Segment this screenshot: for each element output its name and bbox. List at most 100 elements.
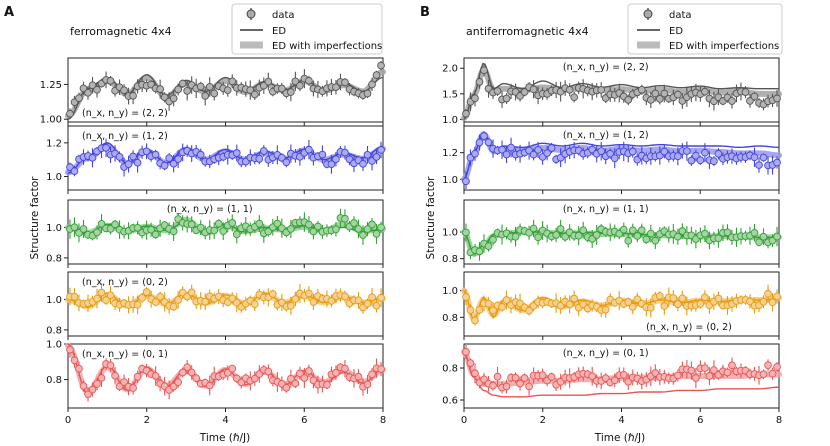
data-point	[628, 226, 637, 235]
data-point	[678, 227, 687, 235]
data-point	[341, 148, 349, 157]
data-point	[210, 89, 219, 98]
x-tick-label: 6	[301, 415, 307, 426]
data-point	[642, 235, 651, 244]
data-point	[574, 231, 583, 240]
data-point	[701, 229, 709, 238]
data-point	[129, 152, 137, 161]
data-point	[133, 158, 142, 167]
chart-a-panel-1: 1.0 1.2 (n_x, n_y) = (1, 2)	[46, 125, 386, 194]
y-tick-label: 0.8	[46, 325, 62, 336]
y-tick-label: 1.25	[40, 80, 62, 91]
data-point	[106, 361, 115, 370]
data-point	[597, 86, 606, 94]
data-point	[183, 363, 192, 372]
data-point	[755, 238, 763, 246]
data-point	[93, 380, 101, 388]
data-point	[93, 294, 101, 303]
data-point	[723, 368, 732, 377]
data-point	[88, 81, 97, 90]
data-point	[462, 177, 470, 186]
data-point	[111, 371, 119, 380]
legend-b-edimp-label: ED with imperfections	[669, 41, 779, 52]
data-point	[111, 220, 119, 229]
data-point	[502, 94, 511, 103]
data-point	[489, 235, 497, 244]
plot-area: 1.001.25(n_x, n_y) = (2, 2)1.01.2(n_x, n…	[40, 57, 782, 426]
data-point	[250, 90, 259, 99]
legend-a-frame	[231, 3, 383, 55]
data-point	[556, 225, 565, 233]
data-point	[201, 297, 210, 306]
data-point	[674, 300, 682, 309]
data-point	[728, 97, 736, 105]
x-tick-label: 0	[65, 415, 71, 426]
data-point	[354, 296, 363, 305]
data-point	[291, 379, 300, 388]
data-point	[363, 225, 372, 233]
data-point	[305, 367, 313, 375]
x-tick-label: 8	[380, 415, 386, 426]
mode-label: (n_x, n_y) = (0, 1)	[82, 349, 168, 360]
data-point	[156, 85, 164, 93]
data-point	[462, 348, 470, 356]
data-point	[187, 220, 196, 229]
chart-b-panel-2: 0.8 1.0 (n_x, n_y) = (1, 1)	[442, 199, 782, 268]
data-point	[655, 95, 664, 103]
data-point	[129, 384, 137, 392]
data-point	[773, 94, 781, 103]
data-point	[475, 138, 484, 147]
data-point	[579, 226, 588, 235]
data-point	[377, 223, 385, 232]
data-point	[764, 361, 772, 370]
data-point	[192, 374, 201, 382]
data-point	[282, 383, 291, 392]
ed-line	[463, 62, 779, 120]
data-point	[205, 82, 214, 91]
data-point	[655, 292, 664, 300]
data-point	[619, 370, 628, 379]
data-point	[169, 94, 178, 103]
data-point	[305, 145, 313, 154]
data-point	[223, 86, 232, 95]
data-point	[359, 231, 367, 239]
data-point	[332, 225, 340, 234]
y-tick-label: 0.8	[442, 254, 458, 265]
data-point	[610, 154, 619, 163]
data-point	[377, 146, 385, 154]
mode-label: (n_x, n_y) = (0, 1)	[563, 348, 649, 359]
mode-label: (n_x, n_y) = (0, 2)	[646, 322, 732, 333]
data-point	[498, 303, 506, 311]
data-point	[75, 364, 83, 373]
data-point	[646, 96, 655, 104]
data-point	[106, 291, 115, 300]
data-point	[372, 153, 381, 161]
x-tick-label: 0	[461, 415, 467, 426]
data-point	[88, 385, 97, 394]
data-point	[70, 356, 79, 365]
data-point	[529, 85, 538, 94]
chart-b-panel-1: 1.0 1.2 (n_x, n_y) = (1, 2)	[442, 125, 782, 194]
data-point	[341, 78, 349, 87]
data-point	[70, 292, 79, 301]
data-point	[701, 364, 709, 372]
data-point	[633, 232, 642, 240]
data-point	[489, 306, 497, 315]
y-tick-label: 0.8	[46, 253, 62, 264]
chart-a-ylabel: Structure factor	[29, 176, 41, 260]
data-point	[759, 370, 768, 379]
data-point	[475, 78, 484, 86]
data-point	[106, 77, 115, 85]
data-point	[287, 301, 295, 310]
data-point	[102, 296, 110, 304]
data-point	[651, 89, 660, 98]
x-tick-label: 8	[776, 415, 782, 426]
mode-label: (n_x, n_y) = (2, 2)	[563, 62, 649, 73]
data-point	[196, 150, 205, 159]
data-point	[511, 373, 520, 382]
data-point	[278, 153, 286, 162]
x-tick-label: 4	[618, 415, 624, 426]
y-tick-label: 1.2	[46, 138, 62, 149]
data-point	[471, 316, 479, 325]
